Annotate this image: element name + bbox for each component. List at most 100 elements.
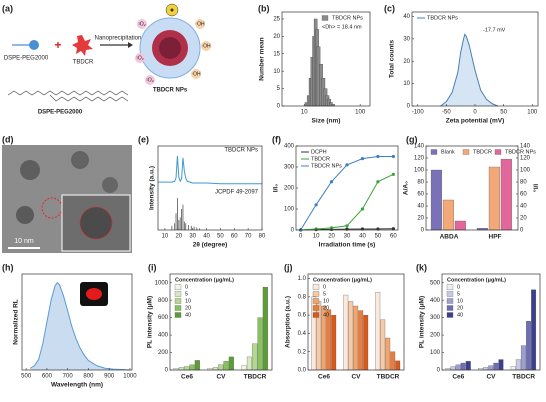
y-tick-label: 1000 (155, 280, 169, 286)
y-tick-label: 0.2 (298, 349, 307, 355)
legend-swatch (312, 298, 320, 304)
bar (218, 364, 224, 371)
panel-label: (b) (258, 3, 270, 13)
x-tick-label: 40 (203, 234, 210, 240)
structure (49, 94, 129, 102)
bar (520, 345, 526, 371)
y-axis-label: PL intensity (μM) (419, 296, 426, 348)
arrow-head (128, 42, 133, 48)
y-tick-label: 400 (430, 298, 441, 304)
radical-label: ·OH (195, 21, 205, 27)
plot-frame (425, 145, 519, 231)
legend-label: 0 (185, 284, 188, 290)
tem-image: 10 nm (2, 145, 132, 253)
y-axis-label: Number mean (259, 37, 266, 80)
panel-label: (c) (384, 3, 395, 13)
legend-label: Blank (441, 149, 455, 155)
y-axis-label: Total counts (389, 40, 396, 79)
panel-label: (a) (2, 3, 13, 13)
y-tick-label: 300 (284, 165, 295, 171)
x-tick-label: Ce6 (318, 374, 330, 381)
y2-tick-label: 140 (520, 144, 531, 150)
marker (391, 172, 395, 176)
scheme-label: Nanoprecipitation (95, 36, 142, 42)
y-tick-label: 25 (273, 17, 280, 23)
structure (7, 90, 129, 96)
line (30, 282, 130, 371)
x-axis-label: Irradiation time (s) (319, 242, 376, 249)
y-tick-label: 100 (414, 168, 425, 174)
x-tick-label: 20 (328, 234, 335, 240)
y-tick-label: 200 (284, 186, 295, 192)
y-tick-label: 400 (158, 333, 169, 339)
plot-frame (281, 11, 371, 107)
radical-label: ·OH (201, 43, 211, 49)
panel-label: (i) (148, 262, 157, 272)
y-tick-label: 800 (158, 298, 169, 304)
legend-swatch (174, 284, 182, 290)
bar (262, 286, 268, 371)
legend-swatch (312, 312, 320, 318)
bar (189, 364, 195, 371)
bar (212, 367, 218, 371)
legend-label: 20 (457, 305, 463, 311)
series-label: TBDCR NPs (224, 148, 258, 154)
radical-label: ·OH (191, 71, 201, 77)
bar (430, 169, 442, 231)
bar (385, 337, 391, 371)
bar (483, 367, 489, 371)
legend-swatch (446, 305, 454, 311)
panel-label: (j) (284, 262, 293, 272)
y2-tick-label: 0 (520, 228, 524, 234)
bar (454, 220, 466, 231)
y-tick-label: 40 (403, 14, 410, 20)
legend-swatch (174, 305, 182, 311)
legend-swatch (321, 15, 329, 21)
y-tick-label: 40 (417, 204, 424, 210)
radical-bg (145, 75, 155, 85)
x-tick-label: 0 (473, 110, 477, 116)
legend-swatch (174, 298, 182, 304)
x-tick-label: 800 (83, 374, 94, 380)
y-tick-label: 5 (277, 86, 281, 92)
scheme: DSPE-PEG2000 + TBDCR Nanoprecipitation T… (4, 3, 211, 116)
marker (345, 163, 349, 167)
radiation-dot (170, 8, 174, 12)
bar (442, 199, 454, 231)
panel-label: (e) (138, 134, 149, 144)
marker (360, 157, 365, 161)
bar (526, 320, 531, 371)
x-tick-label: 900 (104, 374, 115, 380)
bar (348, 301, 354, 371)
x-tick-label: TBDCR (377, 374, 400, 381)
panel-label: (k) (416, 262, 427, 272)
x-tick-label: 70 (245, 234, 252, 240)
radical-bg (195, 19, 205, 29)
line (300, 173, 394, 231)
legend-title: Concentration (μg/mL) (313, 277, 372, 283)
bar (515, 359, 521, 371)
bar (316, 301, 322, 371)
line (158, 156, 262, 185)
y-tick-label: 0 (437, 368, 441, 374)
bar (510, 366, 516, 371)
panel-label: (g) (406, 134, 418, 144)
y-tick-label: 400 (284, 144, 295, 150)
legend-label: 40 (457, 312, 463, 318)
bar (531, 289, 537, 371)
bar (353, 305, 359, 371)
y-tick-label: 1.0 (298, 276, 307, 282)
y-tick-label: 20 (417, 216, 424, 222)
legend-swatch (446, 284, 454, 290)
x-tick-label: -50 (442, 110, 451, 116)
particle (20, 160, 40, 180)
inset-particle (79, 206, 113, 240)
y-tick-label: 80 (417, 180, 424, 186)
y-tick-label: 300 (430, 315, 441, 321)
legend-swatch (446, 298, 454, 304)
y-tick-label: 60 (417, 192, 424, 198)
radical-bg (137, 19, 147, 29)
legend-swatch (312, 291, 320, 297)
x-tick-label: 40 (359, 234, 366, 240)
